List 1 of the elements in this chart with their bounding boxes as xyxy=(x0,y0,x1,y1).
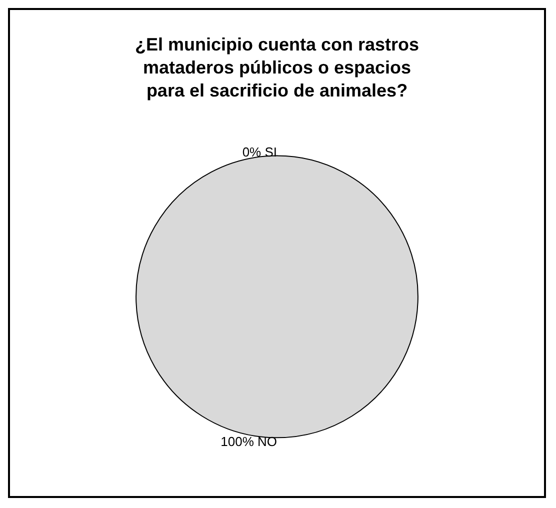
chart-title: ¿El municipio cuenta con rastros mataderos públicos o espacios para el sacrificio de animales? xyxy=(134,34,420,100)
